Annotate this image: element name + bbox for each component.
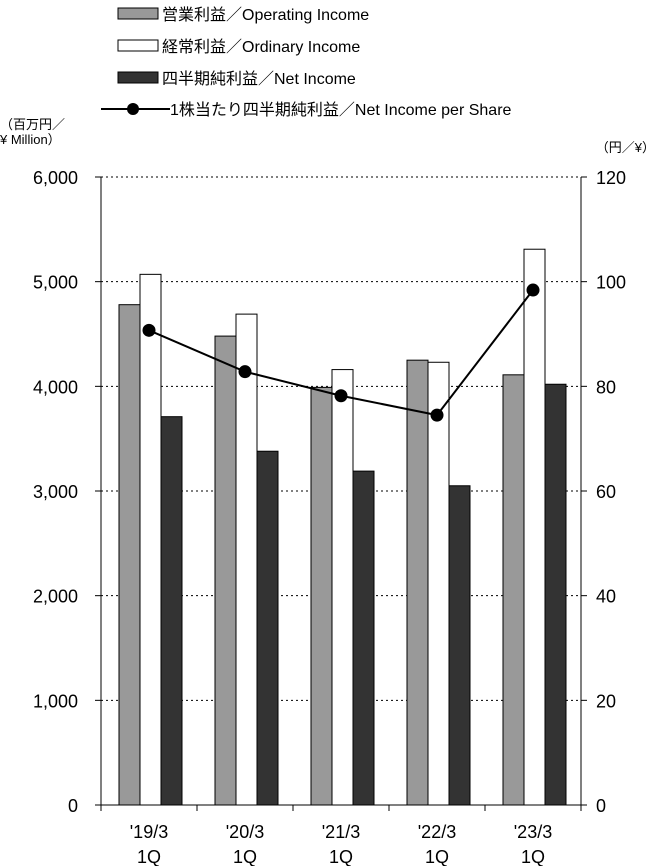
right-tick-label: 120: [596, 168, 626, 188]
category-label: 1Q: [425, 847, 449, 866]
bar-operating-income: [118, 304, 141, 806]
category-label: 1Q: [329, 847, 353, 866]
right-tick-label: 40: [596, 587, 616, 607]
bar-ordinary-income: [427, 361, 450, 806]
legend-label: 1株当たり四半期純利益／Net Income per Share: [170, 101, 512, 119]
bar-ordinary-income: [523, 248, 546, 806]
legend-swatch: [117, 7, 159, 20]
bar-net-income: [352, 470, 375, 806]
eps-point: [238, 365, 252, 379]
bar-net-income: [256, 450, 279, 806]
left-tick-label: 0: [68, 796, 78, 816]
bar-operating-income: [502, 374, 525, 806]
category-label: 1Q: [521, 847, 545, 866]
legend-swatch: [117, 71, 159, 84]
left-tick-label: 4,000: [33, 377, 78, 397]
category-label: '23/3: [514, 822, 552, 842]
left-tick-label: 5,000: [33, 273, 78, 293]
tick-labels: 0 1,000 2,000 3,000 4,000 5,000 6,000 0 20 40 60 80…: [33, 168, 626, 866]
right-tick-label: 60: [596, 482, 616, 502]
axis-units: （百万円／¥ Million） （円／¥）: [0, 117, 655, 155]
eps-point: [142, 323, 156, 337]
plot-frame: [95, 176, 587, 811]
legend-marker: [127, 103, 139, 115]
left-tick-label: 3,000: [33, 482, 78, 502]
legend-label: 営業利益／Operating Income: [162, 6, 369, 24]
bar-operating-income: [310, 386, 333, 806]
right-tick-label: 20: [596, 691, 616, 711]
bar-operating-income: [406, 359, 429, 806]
bar-net-income: [544, 383, 567, 806]
category-label: '19/3: [130, 822, 168, 842]
left-tick-label: 1,000: [33, 691, 78, 711]
left-axis-unit: （百万円／: [0, 117, 65, 132]
left-tick-label: 6,000: [33, 168, 78, 188]
eps-point: [430, 408, 444, 422]
bar-net-income: [448, 485, 471, 806]
bar-ordinary-income: [331, 369, 354, 806]
bars: [118, 248, 567, 806]
category-label: 1Q: [233, 847, 257, 866]
legend-label: 経常利益／Ordinary Income: [162, 38, 360, 56]
bar-operating-income: [214, 335, 237, 806]
right-tick-label: 100: [596, 273, 626, 293]
right-tick-label: 80: [596, 377, 616, 397]
category-label: '21/3: [322, 822, 360, 842]
eps-point: [334, 389, 348, 403]
bar-ordinary-income: [139, 273, 162, 806]
left-axis-unit: ¥ Million）: [0, 132, 61, 147]
eps-line: [142, 283, 540, 422]
eps-point: [526, 283, 540, 297]
left-tick-label: 2,000: [33, 587, 78, 607]
legend: 営業利益／Operating Income 経常利益／Ordinary Incom…: [101, 6, 512, 119]
category-label: 1Q: [137, 847, 161, 866]
category-label: '22/3: [418, 822, 456, 842]
category-label: '20/3: [226, 822, 264, 842]
legend-label: 四半期純利益／Net Income: [162, 70, 356, 88]
right-axis-unit: （円／¥）: [596, 140, 655, 155]
bar-ordinary-income: [235, 313, 258, 806]
legend-swatch: [117, 39, 159, 52]
right-tick-label: 0: [596, 796, 606, 816]
bar-net-income: [160, 416, 183, 806]
